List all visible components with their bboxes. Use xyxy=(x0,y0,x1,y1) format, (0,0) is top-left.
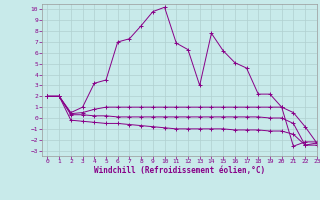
X-axis label: Windchill (Refroidissement éolien,°C): Windchill (Refroidissement éolien,°C) xyxy=(94,166,265,175)
